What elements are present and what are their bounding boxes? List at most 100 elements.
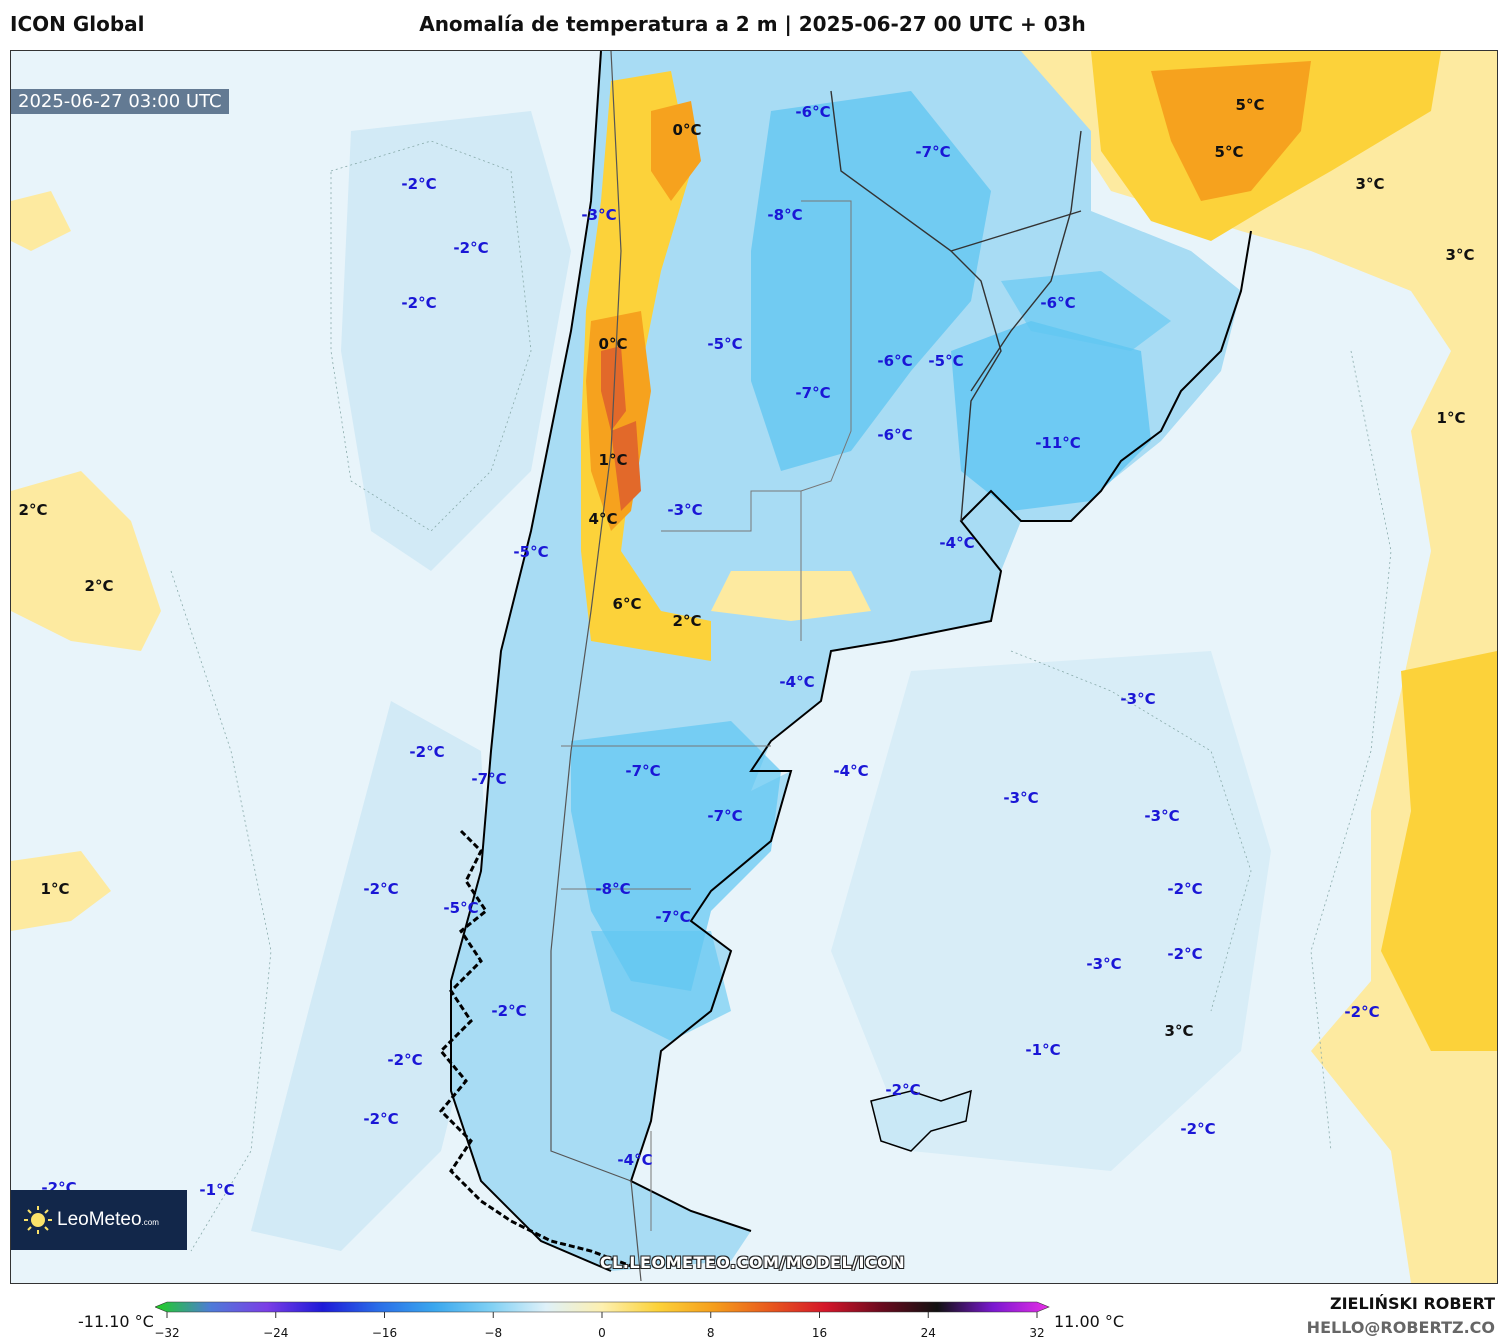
temperature-label: 1°C [598,451,628,469]
temperature-label: -2°C [387,1051,423,1069]
temperature-label: 1°C [40,880,70,898]
temperature-label: -2°C [401,294,437,312]
temperature-label: -7°C [625,762,661,780]
colorbar-min-label: -11.10 °C [78,1312,154,1331]
temperature-label: 2°C [84,577,114,595]
temperature-label: -7°C [915,143,951,161]
coastline [450,51,612,1272]
colorbar-tick-label: −16 [371,1326,398,1340]
ocean-anomaly-patch [251,701,491,1251]
chile-fjords [438,829,632,1268]
temperature-label: -6°C [877,352,913,370]
temperature-label: 5°C [1235,96,1265,114]
temperature-label: 6°C [612,595,642,613]
colorbar-tick-label: 8 [706,1326,715,1340]
colorbar-tick-label: −8 [484,1326,503,1340]
temperature-label: -2°C [409,743,445,761]
temperature-label: -4°C [833,762,869,780]
warm-anomaly-patch [1151,61,1311,201]
map-panel: 2025-06-27 03:00 UTC 0°C -6°C -7°C 5°C 5°C 3°… [10,50,1498,1284]
temperature-label: 5°C [1214,143,1244,161]
temperature-label: -2°C [453,239,489,257]
temperature-anomaly-map [11,51,1497,1283]
temperature-label: 0°C [672,121,702,139]
leometeo-logo[interactable]: LeoMeteo.com [11,1190,187,1250]
colorbar-tick-label: −24 [263,1326,289,1340]
warm-anomaly-patch [11,851,111,931]
country-border [950,250,1002,522]
temperature-label: 2°C [18,501,48,519]
temperature-label: 3°C [1164,1022,1194,1040]
land-cold-anomaly-strong [751,91,991,471]
temperature-label: -4°C [939,534,975,552]
author-credit: ZIELIŃSKI ROBERT HELLO@ROBERTZ.CO [1307,1292,1495,1340]
warm-anomaly-patch [11,191,71,251]
temperature-label: -2°C [401,175,437,193]
temperature-label: 0°C [598,335,628,353]
country-border [550,51,642,1282]
temperature-label: -6°C [877,426,913,444]
temperature-label: -3°C [581,206,617,224]
temperature-label: 2°C [672,612,702,630]
temperature-label: -2°C [1180,1120,1216,1138]
temperature-label: -3°C [1003,789,1039,807]
logo-text: LeoMeteo.com [57,1209,159,1230]
sun-icon [23,1205,53,1235]
temperature-label: -2°C [885,1081,921,1099]
andes-warm-anomaly [611,421,641,511]
colorbar-tick-label: 24 [920,1326,936,1340]
temperature-label: -7°C [471,770,507,788]
colorbar-tick-label: 32 [1029,1326,1045,1340]
temperature-label: -8°C [595,880,631,898]
temperature-label: -1°C [1025,1041,1061,1059]
colorbar-tick-label: 0 [598,1326,606,1340]
temperature-label: -6°C [1040,294,1076,312]
pampas-warm-anomaly [711,571,871,621]
andes-warm-anomaly [651,101,701,201]
warm-anomaly-patch [1021,51,1497,1283]
contour-line [1310,350,1392,1152]
coastline [629,230,1252,1232]
temperature-label: -5°C [707,335,743,353]
map-title: Anomalía de temperatura a 2 m | 2025-06-… [419,12,1086,36]
colorbar-bar [155,1301,1050,1313]
temperature-label: -11°C [1035,434,1081,452]
land-cold-anomaly-strong [571,721,781,991]
temperature-label: -3°C [1144,807,1180,825]
temperature-label: -6°C [795,103,831,121]
province-border [800,200,852,492]
contour-line [1010,650,1252,1012]
country-border [830,90,1082,252]
temperature-label: -2°C [1167,945,1203,963]
colorbar [155,1301,1050,1318]
warm-anomaly-patch [1381,651,1497,1051]
author-email[interactable]: HELLO@ROBERTZ.CO [1306,1318,1495,1337]
valid-time-badge: 2025-06-27 03:00 UTC [11,89,229,114]
colorbar-max-label: 11.00 °C [1054,1312,1125,1331]
country-border [970,130,1082,392]
temperature-label: -7°C [655,908,691,926]
temperature-label: -4°C [779,673,815,691]
temperature-label: -5°C [513,543,549,561]
author-name: ZIELIŃSKI ROBERT [1329,1294,1495,1313]
temperature-label: -2°C [1344,1003,1380,1021]
colorbar-tick-label: 16 [811,1326,828,1340]
contour-line [170,570,272,1252]
temperature-label: -2°C [1167,880,1203,898]
temperature-label: -3°C [667,501,703,519]
temperature-label: 3°C [1445,246,1475,264]
colorbar-tick-label: −32 [154,1326,180,1340]
temperature-label: 3°C [1355,175,1385,193]
temperature-label: -1°C [199,1181,235,1199]
ocean-anomaly-patch [341,111,571,571]
source-watermark: CL.LEOMETEO.COM/MODEL/ICON [599,1253,906,1272]
land-cold-anomaly-strong [591,931,731,1041]
temperature-label: -2°C [491,1002,527,1020]
temperature-label: -3°C [1120,690,1156,708]
falkland-islands [870,1089,972,1152]
temperature-label: 4°C [588,510,618,528]
temperature-label: -4°C [617,1151,653,1169]
temperature-label: -5°C [443,899,479,917]
warm-anomaly-patch [11,471,161,651]
temperature-label: -2°C [363,1110,399,1128]
